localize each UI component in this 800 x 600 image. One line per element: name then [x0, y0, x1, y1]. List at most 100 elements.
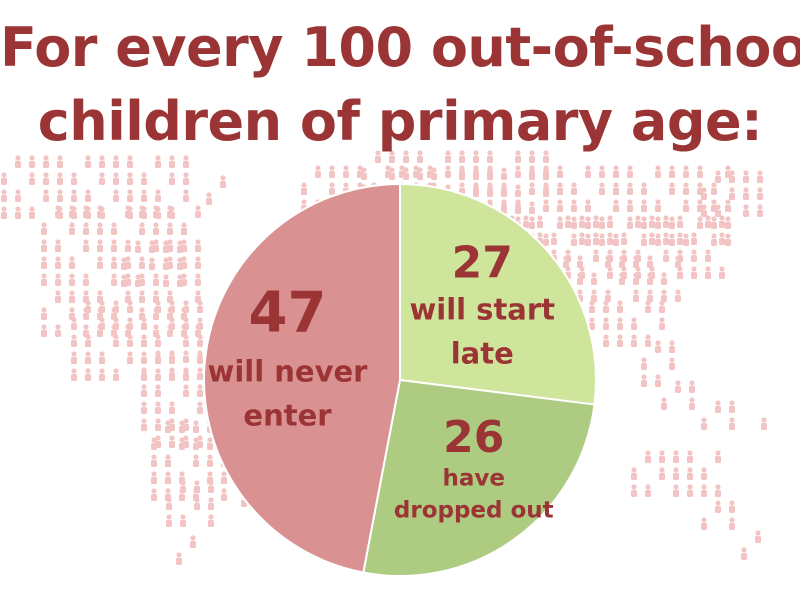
child-figure-icon: [183, 384, 189, 397]
child-figure-icon: [197, 367, 203, 380]
child-figure-icon: [591, 289, 597, 302]
child-figure-icon: [647, 255, 653, 268]
child-figure-icon: [183, 189, 189, 202]
child-figure-icon: [155, 334, 161, 347]
child-figure-icon: [669, 182, 675, 195]
child-figure-icon: [195, 256, 201, 269]
child-figure-icon: [593, 249, 599, 262]
child-figure-icon: [663, 232, 669, 245]
child-figure-icon: [127, 300, 133, 313]
child-figure-icon: [121, 257, 127, 270]
child-figure-icon: [757, 204, 763, 217]
child-figure-icon: [529, 216, 535, 229]
child-figure-icon: [193, 437, 199, 450]
child-figure-icon: [487, 165, 493, 178]
child-figure-icon: [166, 497, 172, 510]
child-figure-icon: [41, 239, 47, 252]
child-figure-icon: [207, 454, 213, 467]
child-figure-icon: [459, 165, 465, 178]
child-figure-icon: [627, 199, 633, 212]
child-figure-grid: [1, 150, 767, 565]
child-figure-icon: [97, 256, 103, 269]
child-figure-icon: [585, 199, 591, 212]
child-figure-icon: [715, 500, 721, 513]
data-label-text-never: enter: [243, 399, 332, 433]
child-figure-icon: [669, 357, 675, 370]
child-figure-icon: [197, 401, 203, 414]
data-label-text-late: late: [451, 336, 514, 370]
child-figure-icon: [1, 206, 7, 219]
child-figure-icon: [127, 155, 133, 168]
child-figure-icon: [743, 204, 749, 217]
child-figure-icon: [701, 204, 707, 217]
child-figure-icon: [163, 257, 169, 270]
child-figure-icon: [169, 350, 175, 363]
child-figure-icon: [641, 182, 647, 195]
child-figure-icon: [55, 290, 61, 303]
pie-slice-late: [399, 182, 597, 406]
child-figure-icon: [221, 471, 227, 484]
child-figure-icon: [113, 172, 119, 185]
child-figure-icon: [220, 175, 226, 188]
child-figure-icon: [139, 290, 145, 303]
child-figure-icon: [99, 300, 105, 313]
child-figure-icon: [669, 216, 675, 229]
child-figure-icon: [445, 150, 451, 163]
child-figure-icon: [389, 167, 395, 180]
child-figure-icon: [697, 165, 703, 178]
child-figure-icon: [127, 317, 133, 330]
child-figure-icon: [645, 300, 651, 313]
child-figure-icon: [55, 324, 61, 337]
child-figure-icon: [141, 334, 147, 347]
child-figure-icon: [641, 233, 647, 246]
child-figure-icon: [675, 255, 681, 268]
child-figure-icon: [69, 222, 75, 235]
child-figure-icon: [111, 273, 117, 286]
child-figure-icon: [529, 201, 535, 214]
child-figure-icon: [183, 334, 189, 347]
child-figure-icon: [691, 266, 697, 279]
child-figure-icon: [599, 182, 605, 195]
chart-title-line-1: For every 100 out-of-school: [0, 16, 800, 79]
child-figure-icon: [113, 155, 119, 168]
data-label-text-never: will never: [208, 355, 369, 389]
child-figure-icon: [621, 232, 627, 245]
child-figure-icon: [715, 170, 721, 183]
child-figure-icon: [207, 437, 213, 450]
child-figure-icon: [711, 233, 717, 246]
child-figure-icon: [15, 155, 21, 168]
child-figure-icon: [83, 239, 89, 252]
data-label-value-dropped: 26: [443, 412, 504, 463]
child-figure-icon: [141, 401, 147, 414]
child-figure-icon: [183, 172, 189, 185]
child-figure-icon: [669, 165, 675, 178]
child-figure-icon: [593, 215, 599, 228]
child-figure-icon: [689, 380, 695, 393]
child-figure-icon: [417, 150, 423, 163]
child-figure-icon: [71, 351, 77, 364]
child-figure-icon: [755, 530, 761, 543]
child-figure-icon: [99, 368, 105, 381]
child-figure-icon: [715, 484, 721, 497]
child-figure-icon: [691, 249, 697, 262]
child-figure-icon: [645, 484, 651, 497]
child-figure-icon: [55, 256, 61, 269]
child-figure-icon: [195, 273, 201, 286]
child-figure-icon: [151, 454, 157, 467]
child-figure-icon: [725, 233, 731, 246]
child-figure-icon: [599, 165, 605, 178]
child-figure-icon: [57, 155, 63, 168]
child-figure-icon: [543, 199, 549, 212]
child-figure-icon: [155, 350, 161, 363]
child-figure-icon: [743, 170, 749, 183]
child-figure-icon: [607, 215, 613, 228]
child-figure-icon: [523, 215, 529, 228]
child-figure-icon: [141, 317, 147, 330]
child-figure-icon: [563, 255, 569, 268]
child-figure-icon: [515, 184, 521, 197]
child-figure-icon: [607, 266, 613, 279]
child-figure-icon: [757, 170, 763, 183]
child-figure-icon: [193, 454, 199, 467]
child-figure-icon: [177, 240, 183, 253]
